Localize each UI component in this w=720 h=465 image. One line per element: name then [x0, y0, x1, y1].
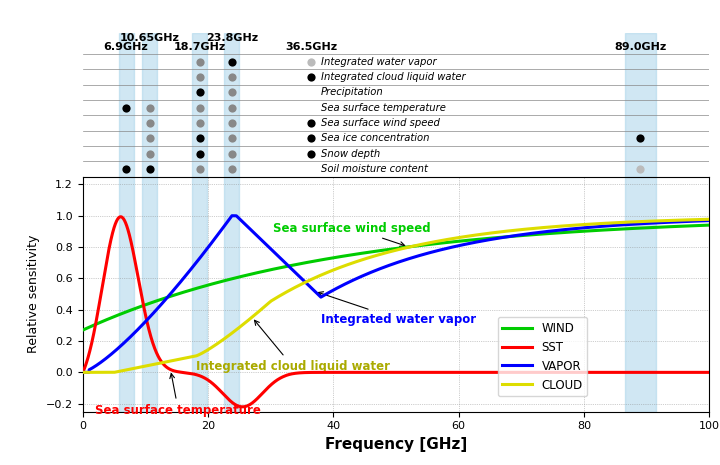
Point: [306, 58, 318, 66]
Point: [194, 58, 206, 66]
Point: [194, 73, 206, 81]
Point: [194, 88, 206, 96]
Point: [226, 150, 238, 157]
Point: [144, 150, 156, 157]
Point: [306, 134, 318, 142]
Bar: [625, 33, 656, 177]
Bar: [625, 177, 656, 412]
Text: Sea surface temperature: Sea surface temperature: [95, 373, 261, 417]
Text: 18.7GHz: 18.7GHz: [174, 42, 226, 52]
Point: [194, 104, 206, 111]
Text: Integrated cloud liquid water: Integrated cloud liquid water: [196, 320, 390, 373]
Point: [226, 73, 238, 81]
Point: [194, 150, 206, 157]
Text: 36.5GHz: 36.5GHz: [285, 42, 338, 52]
Point: [144, 165, 156, 173]
Y-axis label: Relative sensitivity: Relative sensitivity: [27, 235, 40, 353]
Text: Soil moisture content: Soil moisture content: [321, 164, 428, 174]
Point: [226, 88, 238, 96]
Text: 23.8GHz: 23.8GHz: [206, 33, 258, 42]
Bar: [142, 177, 157, 412]
Text: 10.65GHz: 10.65GHz: [120, 33, 179, 42]
Text: Sea surface wind speed: Sea surface wind speed: [274, 221, 431, 246]
Bar: [225, 177, 240, 412]
Bar: [192, 177, 207, 412]
Point: [306, 73, 318, 81]
Point: [120, 165, 132, 173]
Point: [144, 104, 156, 111]
Point: [194, 134, 206, 142]
Point: [226, 165, 238, 173]
Point: [194, 119, 206, 126]
Point: [306, 150, 318, 157]
Point: [226, 104, 238, 111]
Legend: WIND, SST, VAPOR, CLOUD: WIND, SST, VAPOR, CLOUD: [498, 317, 588, 396]
Point: [226, 134, 238, 142]
Text: Integrated water vapor: Integrated water vapor: [321, 57, 436, 66]
Bar: [142, 33, 157, 177]
Text: Snow depth: Snow depth: [321, 149, 380, 159]
Point: [226, 58, 238, 66]
Text: Integrated water vapor: Integrated water vapor: [318, 292, 476, 326]
Point: [634, 134, 646, 142]
Bar: [119, 33, 133, 177]
Point: [306, 119, 318, 126]
Text: 6.9GHz: 6.9GHz: [104, 42, 148, 52]
Text: 89.0GHz: 89.0GHz: [614, 42, 667, 52]
Text: Sea surface wind speed: Sea surface wind speed: [321, 118, 440, 128]
Point: [144, 119, 156, 126]
Point: [144, 134, 156, 142]
Text: Sea surface temperature: Sea surface temperature: [321, 103, 446, 113]
Point: [634, 165, 646, 173]
Point: [194, 165, 206, 173]
Bar: [192, 33, 207, 177]
Bar: [225, 33, 240, 177]
Text: Precipitation: Precipitation: [321, 87, 384, 97]
Point: [120, 104, 132, 111]
X-axis label: Frequency [GHz]: Frequency [GHz]: [325, 437, 467, 452]
Text: Sea ice concentration: Sea ice concentration: [321, 133, 429, 143]
Text: Integrated cloud liquid water: Integrated cloud liquid water: [321, 72, 465, 82]
Point: [226, 119, 238, 126]
Bar: [119, 177, 133, 412]
